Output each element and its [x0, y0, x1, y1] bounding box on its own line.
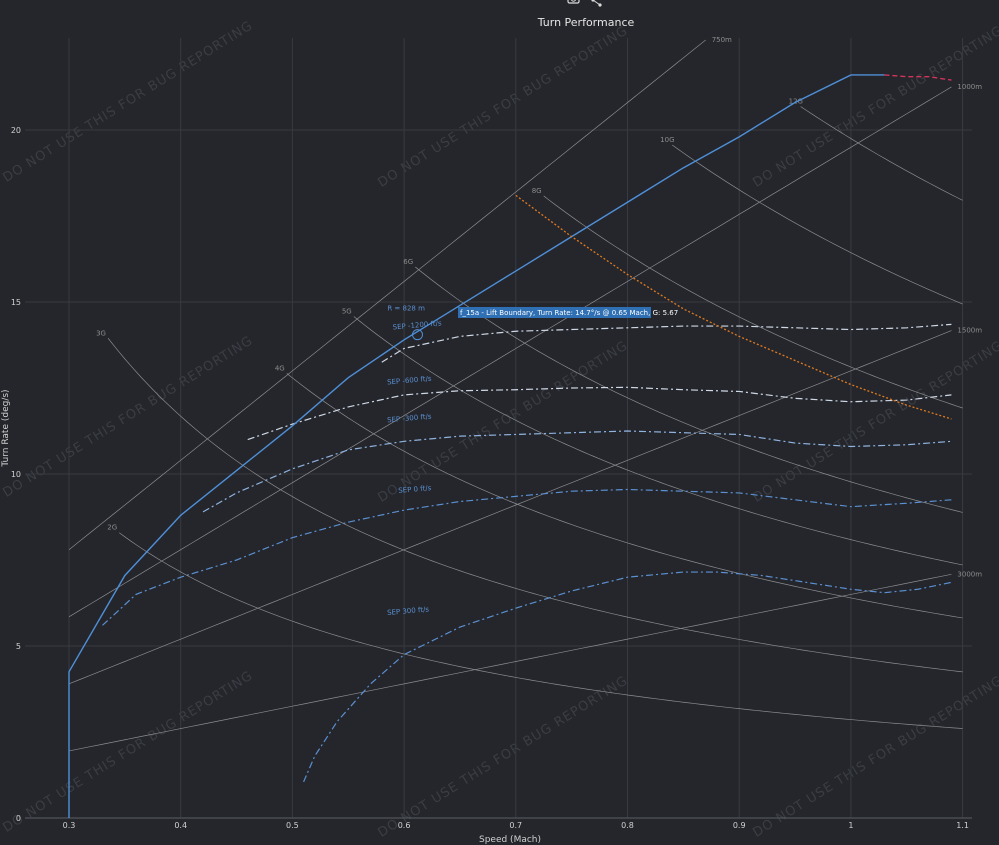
radius-line-label: 1000m: [957, 83, 982, 91]
y-tick-label: 15: [11, 298, 21, 307]
structural-limit-line: [515, 194, 952, 420]
g-line: [543, 195, 963, 409]
axis-ticks: 0.3 0.4 0.5 0.6 0.7 0.8 0.9 1 1.1 0 5 10 15 20: [11, 126, 969, 830]
sep-label: SEP 300 ft/s: [387, 605, 430, 617]
x-tick-label: 0.8: [621, 821, 634, 830]
g-line-label: 4G: [275, 364, 285, 372]
radius-line: [68, 39, 706, 550]
g-line-label: 6G: [403, 258, 413, 266]
g-line: [119, 532, 963, 729]
g-line: [107, 338, 963, 673]
sep-line: [303, 571, 952, 783]
chart-title: Turn Performance: [537, 16, 635, 29]
x-tick-label: 0.9: [733, 821, 746, 830]
g-line-label: 10G: [660, 136, 674, 144]
x-tick-label: 0.4: [174, 821, 187, 830]
watermark-text: DO NOT USE THIS FOR BUG REPORTING: [0, 668, 256, 835]
x-tick-label: 0.3: [63, 821, 76, 830]
grid: [25, 38, 972, 819]
x-tick-label: 0.7: [509, 821, 522, 830]
sep-label: SEP -600 ft/s: [387, 375, 432, 387]
watermark-text: DO NOT USE THIS FOR BUG REPORTING: [750, 338, 999, 505]
y-tick-label: 10: [11, 470, 21, 479]
sep-line: [247, 386, 952, 441]
radius-line: [68, 573, 952, 752]
sep-line: [381, 323, 952, 363]
radius-line-label: 1500m: [957, 327, 982, 335]
g-line-label: 8G: [532, 187, 542, 195]
tooltip: f_15a - Lift Boundary, Turn Rate: 14.7°/…: [458, 307, 678, 318]
y-tick-label: 0: [16, 814, 21, 823]
g-line-label: 2G: [107, 524, 117, 532]
watermark-text: DO NOT USE THIS FOR BUG REPORTING: [375, 673, 631, 840]
g-line: [286, 373, 963, 619]
watermark-text: DO NOT USE THIS FOR BUG REPORTING: [375, 23, 631, 190]
y-tick-label: 20: [11, 126, 21, 135]
x-tick-label: 1.1: [956, 821, 969, 830]
hover-marker: [412, 329, 424, 341]
tooltip-box: [458, 307, 651, 318]
upper-limit-line: [884, 74, 952, 81]
sep-label: SEP -300 ft/s: [387, 413, 432, 425]
g-line: [671, 144, 963, 305]
radius-line-label: 750m: [712, 36, 732, 44]
x-axis-title: Speed (Mach): [479, 835, 541, 845]
radius-line: [68, 86, 952, 618]
g-line-label: 5G: [342, 307, 352, 315]
g-line: [353, 316, 963, 566]
x-tick-label: 1: [848, 821, 853, 830]
y-axis-title: Turn Rate (deg/s): [1, 389, 11, 467]
camera-icon[interactable]: [567, 0, 580, 4]
radius-label: R = 828 m: [387, 305, 425, 313]
y-tick-label: 5: [16, 642, 21, 651]
watermark-text: DO NOT USE THIS FOR BUG REPORTING: [750, 673, 999, 840]
sep-line: [102, 488, 952, 626]
tooltip-text: f_15a - Lift Boundary, Turn Rate: 14.7°/…: [460, 309, 678, 317]
g-line: [800, 106, 963, 201]
watermarks: DO NOT USE THIS FOR BUG REPORTING DO NOT …: [0, 18, 999, 840]
watermark-text: DO NOT USE THIS FOR BUG REPORTING: [0, 18, 256, 185]
x-tick-label: 0.5: [286, 821, 299, 830]
radius-line: [68, 330, 952, 685]
lift-boundary-line: [68, 74, 885, 818]
g-line-label: 3G: [96, 329, 106, 337]
watermark-text: DO NOT USE THIS FOR BUG REPORTING: [0, 333, 256, 500]
share-icon[interactable]: [591, 0, 602, 7]
x-tick-label: 0.6: [398, 821, 411, 830]
radius-line-label: 3000m: [957, 570, 982, 578]
sep-label: SEP 0 ft/s: [398, 484, 432, 495]
